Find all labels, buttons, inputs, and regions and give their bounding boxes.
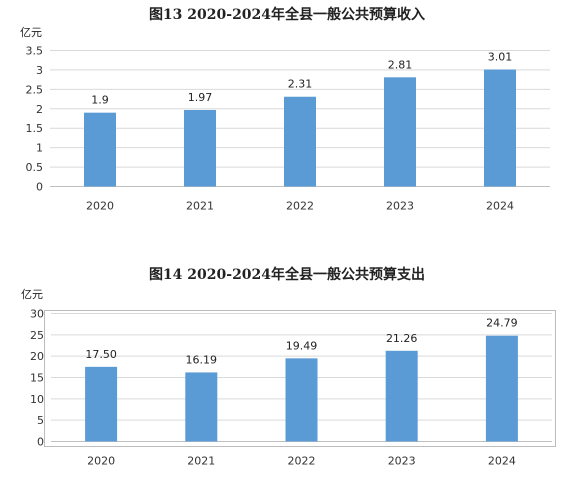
y-tick-label: 3 xyxy=(36,64,43,77)
data-label: 2.81 xyxy=(388,58,413,71)
x-tick-label: 2022 xyxy=(286,200,314,213)
y-tick-label: 0 xyxy=(37,436,44,449)
bar-2020 xyxy=(84,112,116,187)
y-tick-label: 2 xyxy=(36,103,43,116)
y-tick-label: 15 xyxy=(30,372,44,385)
bar-2020 xyxy=(85,366,118,442)
data-label: 24.79 xyxy=(486,317,518,330)
y-tick-label: 0.5 xyxy=(26,161,44,174)
y-tick-label: 25 xyxy=(30,329,44,342)
bar-2022 xyxy=(285,358,318,442)
x-tick-label: 2020 xyxy=(87,455,115,468)
x-tick-label: 2024 xyxy=(488,455,516,468)
y-tick-label: 10 xyxy=(30,393,44,406)
x-tick-label: 2023 xyxy=(388,455,416,468)
y-tick-label: 5 xyxy=(37,414,44,427)
expenditure-plot: 0 5 10 15 20 25 30 17.50 2020 16.19 2021 19.49 2022 2… xyxy=(30,308,556,468)
chart-title: 图14 2020-2024年全县一般公共预算支出 xyxy=(148,267,426,283)
chart-frame xyxy=(44,310,556,447)
y-tick-label: 2.5 xyxy=(26,83,44,96)
x-tick-label: 2020 xyxy=(86,200,114,213)
data-label: 1.97 xyxy=(188,91,213,104)
x-tick-label: 2021 xyxy=(186,200,214,213)
bar-2021 xyxy=(184,109,216,187)
y-tick-label: 1.5 xyxy=(26,122,44,135)
bar-2022 xyxy=(284,96,316,187)
y-axis-unit: 亿元 xyxy=(21,288,43,301)
bar-2023 xyxy=(384,77,416,187)
revenue-chart: 图13 2020-2024年全县一般公共预算收入 亿元 0 0.5 1 1.5 2 2.5… xyxy=(0,0,574,225)
y-tick-label: 30 xyxy=(30,308,44,321)
chart-title: 图13 2020-2024年全县一般公共预算收入 xyxy=(148,7,426,23)
data-label: 3.01 xyxy=(488,51,513,64)
bar-2021 xyxy=(185,372,218,442)
x-tick-label: 2021 xyxy=(187,455,215,468)
y-tick-label: 0 xyxy=(36,181,43,194)
data-label: 19.49 xyxy=(286,339,318,352)
data-label: 16.19 xyxy=(186,353,218,366)
data-label: 21.26 xyxy=(386,332,418,345)
y-tick-label: 20 xyxy=(30,350,44,363)
bar-2023 xyxy=(385,350,418,442)
y-tick-label: 1 xyxy=(36,142,43,155)
revenue-plot: 0 0.5 1 1.5 2 2.5 3 3.5 1.9 2020 1.97 2021 2.31 2022 2… xyxy=(26,45,550,213)
y-axis-unit: 亿元 xyxy=(20,26,42,39)
x-tick-label: 2023 xyxy=(386,200,414,213)
data-label: 1.9 xyxy=(91,94,109,107)
data-label: 2.31 xyxy=(288,78,313,91)
bar-2024 xyxy=(484,69,516,187)
x-tick-label: 2022 xyxy=(288,455,316,468)
data-label: 17.50 xyxy=(85,348,117,361)
bar-2024 xyxy=(485,335,518,442)
expenditure-chart: 图14 2020-2024年全县一般公共预算支出 亿元 0 5 10 15 20 25 30… xyxy=(0,255,574,477)
x-tick-label: 2024 xyxy=(486,200,514,213)
y-tick-label: 3.5 xyxy=(26,45,44,58)
